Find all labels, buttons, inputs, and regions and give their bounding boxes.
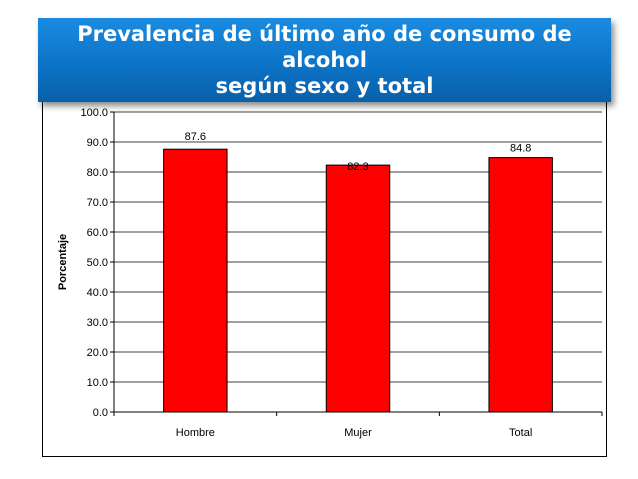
data-label: 84.8 bbox=[510, 143, 531, 155]
x-category-label: Total bbox=[509, 427, 532, 439]
bar-hombre bbox=[163, 148, 228, 413]
x-category-label: Hombre bbox=[176, 427, 215, 439]
x-category-label: Mujer bbox=[344, 427, 372, 439]
bar-total bbox=[488, 157, 553, 413]
title-banner: Prevalencia de último año de consumo de … bbox=[38, 18, 611, 102]
y-tick-label: 40.0 bbox=[87, 287, 108, 299]
y-tick-label: 90.0 bbox=[87, 137, 108, 149]
y-tick-label: 30.0 bbox=[87, 317, 108, 329]
y-tick-label: 20.0 bbox=[87, 347, 108, 359]
y-tick-label: 80.0 bbox=[87, 167, 108, 179]
y-tick-label: 60.0 bbox=[87, 227, 108, 239]
chart-title: Prevalencia de último año de consumo de … bbox=[77, 22, 572, 98]
y-tick-label: 50.0 bbox=[87, 257, 108, 269]
bars bbox=[163, 148, 553, 413]
y-tick-label: 10.0 bbox=[87, 377, 108, 389]
y-tick-label: 70.0 bbox=[87, 197, 108, 209]
bar-mujer bbox=[325, 164, 391, 413]
data-label: 87.6 bbox=[185, 131, 206, 143]
labels: 0.0 10.0 20.0 30.0 40.0 50.0 60.0 70.0 80.0 90.0 1… bbox=[57, 107, 532, 439]
y-tick-label: 100.0 bbox=[80, 107, 108, 119]
y-tick-label: 0.0 bbox=[93, 407, 108, 419]
y-axis-title: Porcentaje bbox=[57, 234, 69, 290]
data-label: 82.3 bbox=[347, 161, 368, 173]
